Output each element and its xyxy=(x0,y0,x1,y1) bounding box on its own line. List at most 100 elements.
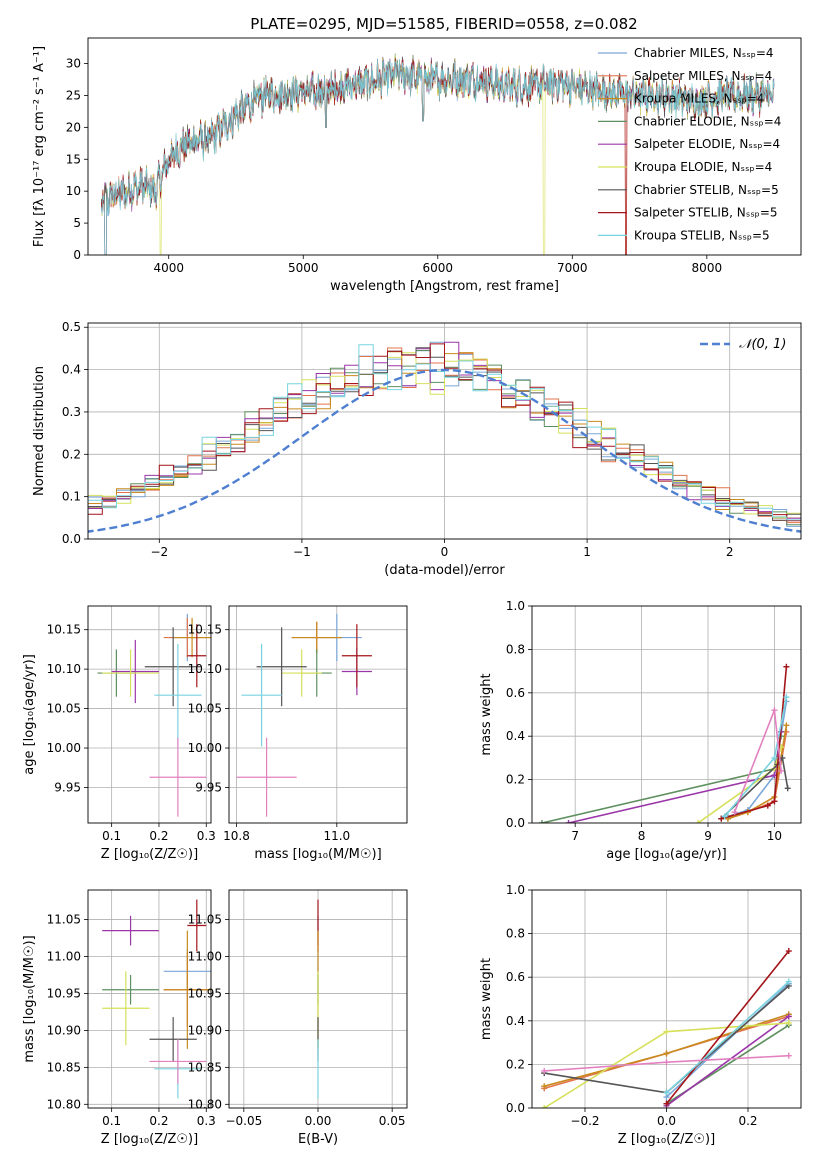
y-tick-label: 11.00 xyxy=(47,950,81,964)
y-tick-label: 10 xyxy=(66,184,81,198)
data-point xyxy=(663,1100,670,1107)
legend: Chabrier MILES, Nₛₛₚ=4 Salpeter MILES, Nₛ… xyxy=(598,46,781,242)
chart-mass-vs-Z: 0.1 0.2 0.3 10.80 10.85 10.90 10.95 11.00 11.05 Z… xyxy=(22,889,216,1147)
y-tick-label: 10.00 xyxy=(188,741,222,755)
chart-spectrum: 4000 5000 6000 7000 8000 0 5 10 15 20 25 30 waveleng… xyxy=(32,37,802,294)
data-point xyxy=(785,1052,792,1059)
x-axis-label: Z [log₁₀(Z/Z☉)] xyxy=(618,1132,715,1147)
axes-frame xyxy=(531,889,802,1109)
x-tick-label: −1 xyxy=(293,545,311,559)
y-tick-label: 11.05 xyxy=(188,913,222,927)
x-axis-label: age [log₁₀(age/yr)] xyxy=(606,847,727,862)
errorbar-point xyxy=(163,930,211,1049)
x-tick-label: 1 xyxy=(583,545,591,559)
legend-entry: Chabrier ELODIE, Nₛₛₚ=4 xyxy=(634,114,781,128)
axes-frame xyxy=(87,322,802,540)
y-tick-label: 10.15 xyxy=(188,623,222,637)
data-point xyxy=(771,754,778,761)
errorbar-point xyxy=(144,627,202,707)
series-salpeter-elodie xyxy=(663,1013,792,1108)
plot-area xyxy=(229,890,407,1108)
x-tick-label: 9 xyxy=(704,829,712,843)
x-tick-label: −0.05 xyxy=(225,1114,262,1128)
errorbar-point xyxy=(173,617,211,658)
data-point xyxy=(764,802,771,809)
y-tick-label: 0.4 xyxy=(506,729,525,743)
y-tick-label: 10.85 xyxy=(188,1060,222,1074)
y-tick-label: 1.0 xyxy=(506,883,525,897)
data-point xyxy=(784,785,791,792)
data-point xyxy=(783,694,790,701)
errorbar-point xyxy=(154,643,202,747)
x-axis-label: wavelength [Angstrom, rest frame] xyxy=(330,279,559,294)
x-tick-label: 0.2 xyxy=(149,829,168,843)
x-tick-label: 0.05 xyxy=(379,1114,406,1128)
data-point xyxy=(785,1019,792,1026)
x-tick-label: 6000 xyxy=(423,261,454,275)
errorbar-point xyxy=(341,624,372,688)
errorbar-point xyxy=(149,1039,207,1084)
x-tick-label: 0.2 xyxy=(149,1114,168,1128)
legend-entry: Chabrier STELIB, Nₛₛₚ=5 xyxy=(634,183,779,197)
data-point xyxy=(785,1013,792,1020)
y-tick-label: 10.00 xyxy=(47,741,81,755)
x-tick-label: 0.00 xyxy=(305,1114,332,1128)
data-point xyxy=(663,1028,670,1035)
y-tick-label: 10.85 xyxy=(47,1060,81,1074)
y-tick-label: 0.4 xyxy=(62,363,81,377)
x-tick-label: 8000 xyxy=(692,261,723,275)
y-tick-label: 0 xyxy=(73,248,81,262)
y-tick-label: 0.2 xyxy=(506,1057,525,1071)
y-tick-label: 0.0 xyxy=(62,532,81,546)
axes-frame xyxy=(531,605,802,824)
x-tick-label: 0.1 xyxy=(102,1114,121,1128)
series-pink xyxy=(541,1052,792,1074)
errorbar-point xyxy=(281,649,322,697)
chart-age-vs-mass: 10.8 11.0 9.95 10.00 10.05 10.10 10.15 mass [lo… xyxy=(188,605,408,862)
data-point xyxy=(778,767,785,774)
errorbar-point xyxy=(149,1017,197,1062)
spectrum-line xyxy=(101,58,775,255)
axes-frame xyxy=(87,605,212,824)
chart-age-vs-Z: 0.1 0.2 0.3 9.95 10.00 10.05 10.10 10.15 Z [log₁… xyxy=(22,605,216,862)
data-point xyxy=(783,722,790,729)
data-point xyxy=(565,820,572,823)
axes-frame xyxy=(228,889,408,1109)
legend-entry: Chabrier MILES, Nₛₛₚ=4 xyxy=(634,46,774,60)
y-tick-label: 0.1 xyxy=(62,490,81,504)
plot-area xyxy=(101,53,775,255)
axes-frame xyxy=(87,37,802,256)
series-line xyxy=(721,666,788,820)
series-kroupa-miles xyxy=(541,1011,792,1090)
data-point xyxy=(541,1067,548,1074)
x-tick-label: 7000 xyxy=(557,261,588,275)
errorbar-point xyxy=(102,971,150,1046)
histogram-step xyxy=(88,341,801,530)
x-axis-label: Z [log₁₀(Z/Z☉)] xyxy=(101,1132,198,1147)
legend-entry: Kroupa ELODIE, Nₛₛₚ=4 xyxy=(634,160,772,174)
legend-entry: Kroupa STELIB, Nₛₛₚ=5 xyxy=(634,228,770,242)
legend-entry: Kroupa MILES, Nₛₛₚ=4 xyxy=(634,92,764,106)
x-tick-label: 11.0 xyxy=(323,829,350,843)
y-tick-label: 9.95 xyxy=(54,780,81,794)
data-point xyxy=(538,820,545,823)
errorbar-point xyxy=(102,915,159,946)
y-tick-label: 9.95 xyxy=(195,780,222,794)
y-tick-label: 10.90 xyxy=(47,1023,81,1037)
y-axis-label: Flux [fλ 10⁻¹⁷ erg cm⁻² s⁻¹ A⁻¹] xyxy=(32,46,47,247)
chart-mass-vs-ebv: −0.05 0.00 0.05 10.80 10.85 10.90 10.95 11.00 11… xyxy=(188,889,408,1147)
series-line xyxy=(665,950,790,1105)
series-pink xyxy=(731,707,785,816)
y-tick-label: 10.10 xyxy=(188,662,222,676)
data-point xyxy=(663,1089,670,1096)
series-line xyxy=(697,746,782,823)
series-line xyxy=(666,1015,790,1107)
legend-entry: Salpeter ELODIE, Nₛₛₚ=4 xyxy=(634,137,780,151)
y-tick-label: 0.6 xyxy=(506,686,525,700)
y-tick-label: 5 xyxy=(73,216,81,230)
y-axis-label: Normed distribution xyxy=(32,366,47,496)
y-tick-label: 10.80 xyxy=(47,1097,81,1111)
x-tick-label: 2 xyxy=(726,545,734,559)
x-tick-label: −0.2 xyxy=(570,1114,599,1128)
